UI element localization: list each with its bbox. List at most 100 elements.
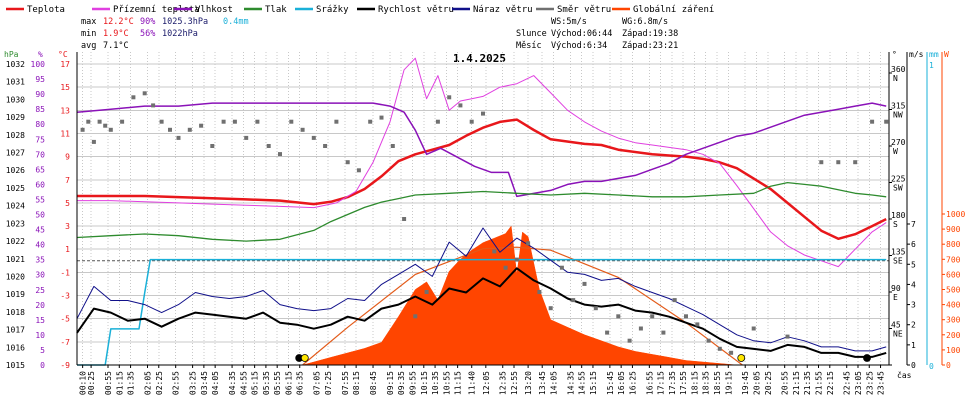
stat-max-temp: 12.2°C [103,17,134,27]
x-tick-label: 22:45 [843,371,852,395]
tick-wind-dir: 135 [891,248,906,257]
wind-dir-point [884,119,889,124]
wind-dir-point [492,249,497,254]
series-vlhkost-line [76,102,887,198]
wind-dir-point [345,160,350,165]
tick-humidity: 65 [35,165,45,174]
tick-wind-speed: 0 [911,361,916,370]
radiation-layer [302,225,743,366]
wind-dir-point [86,119,91,124]
radiation-area [302,225,737,366]
tick-pressure: 1031 [6,78,25,87]
stat-min-press: 1022hPa [162,29,198,39]
tick-radiation: 700 [946,255,961,264]
wind-dir-point [300,127,305,132]
legend-label: Globální záření [633,5,714,15]
x-tick-label: 01:15 [115,371,124,395]
tick-radiation: 100 [946,346,961,355]
tick-wind-dir-label: NE [893,330,903,339]
sun-set-marker [737,354,746,362]
tick-temp: 9 [65,153,70,162]
stat-max-hum: 90% [140,17,155,27]
x-tick-label: 11:15 [454,371,463,395]
x-tick-label: 06:35 [296,371,305,395]
wind-dir-point [853,160,858,165]
legend-label: Srážky [316,5,349,15]
tick-humidity: 40 [35,241,45,250]
tick-temp: -1 [60,268,70,277]
x-tick-label: 18:35 [702,371,711,395]
moon-set-marker [863,354,871,362]
x-tick-label: 02:05 [143,371,152,395]
wind-dir-point [870,119,875,124]
tick-wind-dir-label: SE [893,257,903,266]
tick-wind-dir: 270 [891,138,906,147]
x-tick-label: 13:20 [524,371,533,395]
x-tick-label: 21:35 [803,371,812,395]
stat-avg-temp: 7.1°C [103,41,129,51]
x-tick-label: 16:05 [617,371,626,395]
x-tick-label: 22:15 [826,371,835,395]
wind-dir-point [103,123,108,128]
x-tick-label: 03:45 [200,371,209,395]
legend-label: Vlhkost [195,5,233,15]
tick-pressure: 1029 [6,113,25,122]
x-tick-label: 16:25 [628,371,637,395]
tick-temp: -5 [60,315,70,324]
legend-item-wind-dir: Směr větru [536,5,611,15]
unit-hpa: hPa [4,50,19,59]
x-tick-label: 00:10 [79,371,88,395]
wind-dir-point [176,135,181,140]
legend-item-wind-speed: Rychlost větru [357,5,454,15]
x-tick-label: 04:05 [211,371,220,395]
wind-dir-point [672,298,677,303]
sun-rise-marker [300,354,309,362]
tick-pressure: 1026 [6,166,25,175]
x-tick-label: 02:55 [172,371,181,395]
x-tick-label: 05:55 [273,371,282,395]
tick-wind-dir-label: NW [893,111,903,120]
wind-dir-point [323,144,328,148]
tick-radiation: 800 [946,240,961,249]
series-tlak-line [76,181,887,242]
wind-dir-point [605,330,610,335]
legend-label: Teplota [27,5,65,15]
tick-wind-speed: 3 [911,301,916,310]
wind-dir-point [503,265,508,270]
wind-dir-point [785,334,790,339]
wind-dir-point [836,160,841,165]
tick-radiation: 900 [946,225,961,234]
x-tick-label: 08:15 [352,371,361,395]
x-tick-label: 18:55 [713,371,722,395]
tick-humidity: 35 [35,256,45,265]
tick-humidity: 70 [35,150,45,159]
tick-wind-dir: 360 [891,65,906,74]
wind-dir-point [379,115,384,120]
unit-pct: % [38,50,43,59]
tick-pressure: 1030 [6,95,25,104]
tick-wind-speed: 1 [911,341,916,350]
legend-item-temp: Teplota [6,5,65,15]
x-tick-label: 20:25 [764,371,773,395]
x-tick-label: 13:45 [538,371,547,395]
wind-dir-point [311,135,316,140]
x-tick-label: 23:25 [865,371,874,395]
x-tick-label: 11:40 [468,371,477,395]
tick-humidity: 90 [35,90,45,99]
tick-wind-dir: 180 [891,211,906,220]
series-teplota-line [77,118,887,241]
stat-min-temp: 1.9°C [103,29,129,39]
tick-pressure: 1016 [6,343,25,352]
tick-radiation: 0 [946,361,951,370]
sun-rise: Východ:06:44 [551,29,612,39]
tick-humidity: 45 [35,226,45,235]
tick-humidity: 75 [35,135,45,144]
wind-dir-point [334,119,339,124]
tick-temp: -7 [60,338,70,347]
legend-item-humidity: Vlhkost [174,5,233,15]
tick-wind-dir: 225 [891,175,906,184]
tick-humidity: 50 [35,211,45,220]
tick-humidity: 10 [35,331,45,340]
tick-radiation: 1000 [946,210,965,219]
series-layer [76,57,887,366]
